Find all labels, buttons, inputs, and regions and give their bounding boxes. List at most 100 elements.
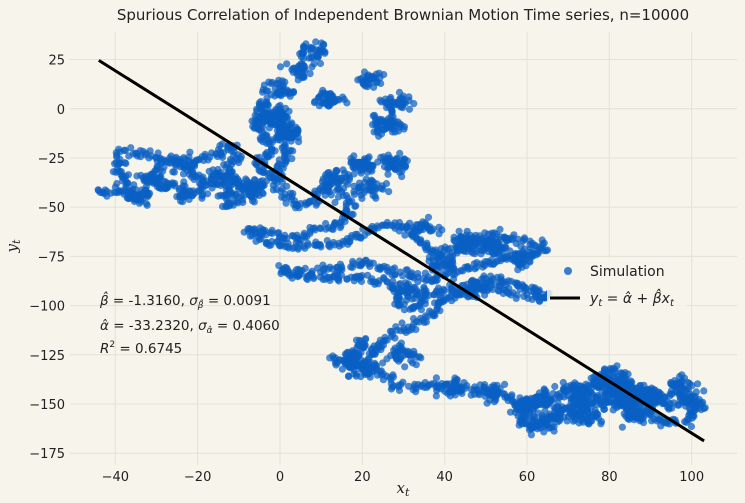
simulation-point	[613, 362, 621, 370]
simulation-point	[485, 236, 493, 244]
simulation-point	[441, 286, 449, 294]
simulation-point	[522, 262, 530, 270]
simulation-point	[494, 249, 502, 257]
simulation-point	[637, 389, 645, 397]
simulation-point	[306, 197, 314, 205]
simulation-point	[274, 88, 282, 96]
simulation-point	[277, 115, 286, 123]
simulation-point	[283, 60, 291, 68]
simulation-point	[259, 190, 267, 198]
simulation-point	[443, 250, 451, 258]
simulation-point	[678, 398, 686, 406]
simulation-point	[360, 68, 369, 76]
simulation-point	[310, 274, 318, 283]
y-tick-label: −50	[38, 201, 65, 216]
simulation-point	[331, 171, 339, 179]
simulation-point	[582, 415, 590, 423]
simulation-point	[455, 382, 463, 390]
simulation-point	[399, 92, 407, 100]
tick-labels: −40 −20 0 20 40 60 80 100 25 0 −25 −50 −75 −100 −125 −1…	[29, 54, 704, 485]
simulation-point	[175, 157, 183, 165]
simulation-point	[344, 180, 352, 188]
simulation-point	[230, 197, 238, 206]
simulation-point	[424, 213, 433, 221]
simulation-point	[359, 183, 367, 191]
simulation-point	[568, 395, 576, 403]
simulation-point	[626, 409, 634, 417]
y-tick-label: −175	[29, 447, 65, 462]
simulation-point	[543, 421, 551, 430]
simulation-point	[250, 176, 259, 184]
simulation-point	[366, 262, 374, 270]
simulation-point	[414, 278, 422, 286]
simulation-point	[513, 280, 521, 288]
simulation-point	[142, 183, 150, 191]
simulation-point	[384, 170, 392, 178]
simulation-point	[512, 294, 520, 302]
simulation-point	[401, 363, 409, 371]
simulation-point	[554, 418, 562, 426]
simulation-point	[329, 265, 337, 273]
simulation-point	[217, 172, 225, 180]
simulation-point	[342, 199, 350, 207]
simulation-point	[127, 144, 135, 152]
simulation-point	[605, 392, 614, 400]
simulation-point	[271, 121, 279, 129]
simulation-point	[263, 94, 271, 102]
legend-box	[547, 257, 687, 313]
simulation-point	[365, 359, 373, 367]
simulation-point	[443, 261, 451, 269]
simulation-point	[423, 276, 431, 284]
simulation-point	[405, 105, 414, 113]
simulation-point	[357, 169, 365, 177]
simulation-point	[390, 288, 398, 296]
simulation-point	[687, 422, 696, 431]
simulation-point	[321, 99, 329, 107]
simulation-point	[277, 109, 285, 117]
simulation-point	[559, 378, 567, 387]
simulation-point	[496, 225, 504, 233]
simulation-point	[527, 431, 536, 439]
simulation-point	[617, 374, 625, 383]
simulation-point	[394, 127, 403, 135]
simulation-point	[375, 132, 383, 140]
simulation-point	[534, 293, 542, 301]
simulation-point	[690, 412, 698, 420]
simulation-point	[681, 418, 689, 426]
simulation-point	[350, 190, 358, 198]
legend-label-simulation: Simulation	[590, 264, 665, 280]
simulation-point	[300, 54, 308, 63]
simulation-point	[504, 236, 512, 244]
simulation-point	[526, 244, 535, 253]
simulation-point	[349, 257, 357, 266]
simulation-point	[345, 173, 354, 182]
regression-stats: β̂ = -1.3160, σβ̂ = 0.0091 α̂ = -33.2320…	[99, 291, 280, 357]
simulation-point	[281, 78, 289, 86]
simulation-point	[397, 223, 405, 231]
x-tick-label: 80	[601, 470, 618, 485]
simulation-point	[477, 246, 485, 255]
simulation-point	[513, 405, 521, 413]
simulation-point	[312, 38, 320, 46]
simulation-point	[389, 98, 398, 106]
simulation-point	[346, 238, 354, 246]
simulation-point	[328, 180, 336, 188]
simulation-point	[201, 150, 209, 158]
simulation-point	[209, 180, 217, 188]
simulation-point	[231, 191, 239, 199]
simulation-point	[176, 192, 184, 200]
simulation-point	[435, 230, 443, 238]
simulation-point	[555, 393, 563, 401]
simulation-point	[426, 227, 434, 235]
simulation-point	[404, 351, 412, 359]
simulation-point	[250, 181, 258, 189]
simulation-point	[445, 380, 453, 388]
simulation-point	[501, 380, 509, 388]
simulation-point	[504, 396, 512, 405]
simulation-point	[481, 381, 489, 389]
simulation-point	[571, 389, 579, 397]
simulation-point	[405, 272, 413, 280]
simulation-point	[412, 221, 420, 229]
simulation-point	[508, 255, 516, 264]
simulation-point	[639, 419, 648, 427]
